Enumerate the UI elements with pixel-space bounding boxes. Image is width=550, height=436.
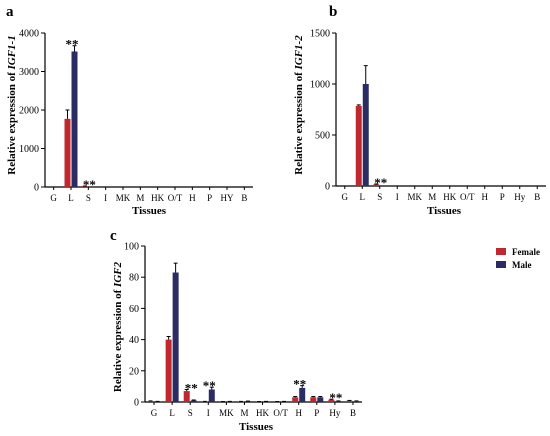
panel-b-x-axis-title: Tissues [427, 205, 462, 217]
chart-legend: Female Male [496, 247, 540, 270]
panel-c-x-tick-label: MK [219, 408, 234, 418]
panel-a-x-tick-label: H [189, 193, 196, 203]
panel-c-x-tick-label: L [169, 408, 175, 418]
panel-c-x-tick-label: G [151, 408, 158, 418]
panel-c-bar-female [147, 401, 154, 402]
panel-c-y-tick-label: 80 [129, 273, 139, 284]
chart-panel-b: b Relative expression of IGF1-2 Tissues … [293, 4, 546, 217]
panel-b-bar-female [373, 184, 380, 186]
panel-c-bar-male [335, 401, 342, 402]
panel-b-x-tick-label: Hy [514, 192, 525, 202]
panel-a-bar-female [81, 186, 88, 187]
panel-a-x-axis-title: Tissues [132, 205, 167, 217]
panel-b-bar-male [362, 84, 369, 186]
panel-c-bar-female [165, 339, 172, 402]
panel-a-bar-male [71, 51, 78, 188]
panel-a-x-tick-label: B [241, 193, 247, 203]
panel-a-x-tick-label: G [50, 193, 57, 203]
panel-c-y-tick-label: 60 [129, 304, 139, 315]
panel-a-significance-marker: ** [83, 177, 96, 192]
panel-c-x-tick-label: S [188, 408, 193, 418]
legend-female-swatch [496, 248, 506, 255]
panel-a-x-tick-label: MK [116, 193, 131, 203]
panel-a-x-tick-label: I [104, 193, 107, 203]
panel-a-y-tick-label: 1000 [19, 144, 39, 155]
panel-c-x-tick-label: M [240, 408, 248, 418]
panel-a-x-tick-label: M [136, 193, 144, 203]
panel-b-x-tick-label: HK [443, 192, 456, 202]
panel-a-y-tick-label: 2000 [19, 106, 39, 117]
panel-b-x-tick-label: L [360, 192, 366, 202]
panel-c-significance-marker: ** [203, 378, 216, 393]
legend-male-swatch [496, 261, 506, 268]
panel-b-x-tick-label: P [500, 192, 505, 202]
panel-b-y-tick-label: 0 [325, 182, 330, 193]
panel-c-y-tick-label: 20 [129, 366, 139, 377]
panel-a-bar-female [64, 118, 71, 187]
legend-female-label: Female [512, 247, 540, 257]
panel-b-y-tick-label: 1500 [310, 29, 330, 40]
panel-c-y-tick-label: 40 [129, 335, 139, 346]
panel-a-x-tick-label: S [86, 193, 91, 203]
panel-c-y-axis-title: Relative expression of IGF2 [112, 261, 124, 392]
panel-c-significance-marker: ** [329, 390, 342, 405]
panel-b-y-tick-label: 1000 [310, 80, 330, 91]
panel-c-y-tick-label: 100 [124, 242, 139, 253]
panel-a-x-tick-label: HY [221, 193, 234, 203]
panel-a-x-tick-label: HK [151, 193, 164, 203]
panel-a-significance-marker: ** [66, 37, 79, 52]
panel-c-x-tick-label: P [314, 408, 319, 418]
panel-b-x-tick-label: O/T [460, 192, 475, 202]
panel-b-x-tick-label: M [428, 192, 436, 202]
panel-a-y-axis-title: Relative expression of IGF1-1 [6, 35, 18, 174]
panel-a-x-tick-label: P [207, 193, 212, 203]
panel-b-letter: b [329, 4, 337, 20]
panel-b-x-tick-label: G [342, 192, 349, 202]
panel-c-x-tick-label: HK [256, 408, 269, 418]
panel-c-x-tick-label: Hy [329, 408, 340, 418]
panel-c-bar-male [172, 272, 179, 402]
legend-male-label: Male [512, 260, 532, 270]
panel-c-y-tick-label: 0 [134, 398, 139, 409]
panel-c-x-tick-label: O/T [273, 408, 288, 418]
panel-b-y-tick-label: 500 [315, 131, 330, 142]
panel-c-bar-male [317, 397, 324, 402]
panel-c-x-tick-label: I [207, 408, 210, 418]
panel-b-significance-marker: ** [374, 175, 387, 190]
panel-c-bar-male [244, 401, 251, 402]
panel-c-bar-female [310, 397, 317, 402]
panel-c-letter: c [110, 228, 117, 244]
panel-c-bar-male [299, 387, 306, 402]
panel-b-x-tick-label: H [482, 192, 489, 202]
panel-c-significance-marker: ** [185, 381, 198, 396]
panel-b-x-tick-label: I [396, 192, 399, 202]
panel-b-x-tick-label: S [377, 192, 382, 202]
chart-panel-c: c Relative expression of IGF2 Tissues 0 2… [110, 228, 362, 433]
panel-a-letter: a [6, 4, 14, 20]
panel-c-bar-male [353, 401, 360, 402]
panel-c-x-axis-title: Tissues [239, 421, 274, 433]
panel-c-bar-female [346, 400, 353, 402]
panel-b-x-tick-label: B [534, 192, 540, 202]
panel-a-y-tick-label: 4000 [19, 29, 39, 40]
panel-c-bar-female [328, 399, 335, 402]
panel-a-x-tick-label: O/T [168, 193, 183, 203]
panel-c-significance-marker: ** [293, 377, 306, 392]
panel-c-bar-male [208, 389, 215, 402]
panel-a-y-tick-label: 0 [34, 183, 39, 194]
panel-a-y-tick-label: 3000 [19, 67, 39, 78]
panel-b-bar-female [355, 105, 362, 186]
panel-a-x-tick-label: L [68, 193, 74, 203]
panel-c-x-tick-label: B [350, 408, 356, 418]
panel-c-bar-female [292, 397, 299, 402]
chart-panel-a: a Relative expression of IGF1-1 Tissues … [6, 4, 253, 217]
panel-c-bar-female [183, 391, 190, 402]
panel-b-x-tick-label: MK [407, 192, 422, 202]
panel-b-y-axis-title: Relative expression of IGF1-2 [293, 35, 305, 175]
panel-c-x-tick-label: H [295, 408, 302, 418]
panel-c-bar-male [190, 400, 197, 402]
